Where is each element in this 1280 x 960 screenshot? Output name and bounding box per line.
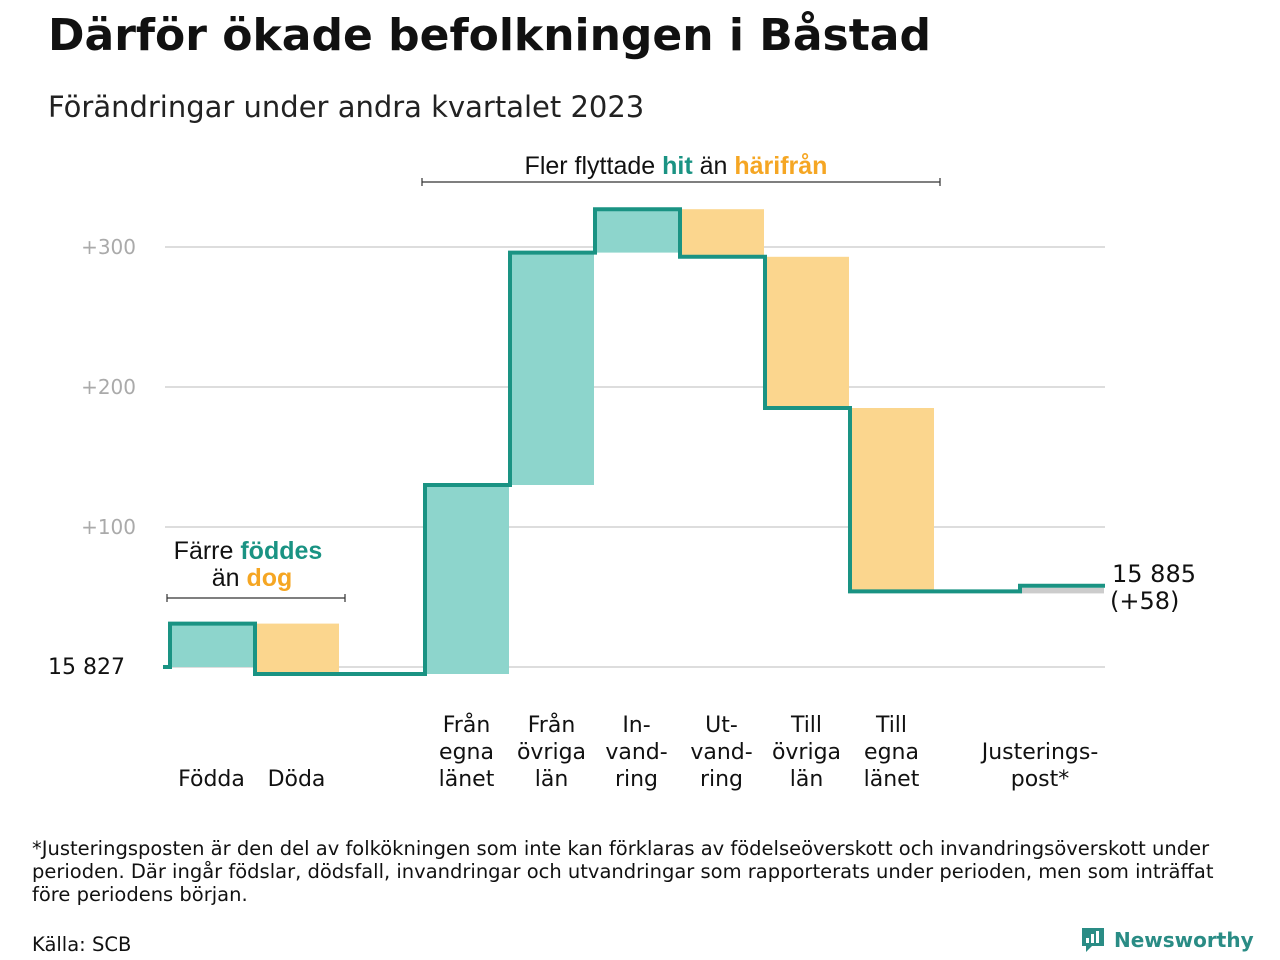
brand-name: Newsworthy [1114,928,1254,952]
y-tick-label: +200 [81,375,136,399]
category-label: Ut- [705,713,738,738]
annotation-migration-bracket [421,178,941,186]
category-label: Från [443,712,491,738]
category-label: Till [875,713,907,738]
category-label: egna [439,740,494,765]
category-label: övriga [772,740,841,765]
end-change-label: (+58) [1110,587,1179,615]
category-label: länet [439,767,495,792]
waterfall-bar [510,252,594,485]
chart-title: Därför ökade befolkningen i Båstad [48,10,931,61]
category-label: egna [864,740,919,765]
source-note: Källa: SCB [32,933,132,956]
category-label: län [790,767,824,792]
brand-logo: Newsworthy [1080,926,1254,954]
category-label: vand- [605,740,667,765]
category-label: övriga [517,740,586,765]
category-label: Till [790,713,822,738]
category-label: Döda [268,767,326,792]
waterfall-bar [255,623,339,674]
category-label: ring [615,767,658,792]
annotation-births-line2: än dog [212,564,293,592]
waterfall-bar [765,256,849,408]
waterfall-bar [595,209,679,253]
chart-subtitle: Förändringar under andra kvartalet 2023 [48,90,645,124]
cumulative-line [163,207,1105,676]
annotation-migration: Fler flyttade hit än härifrån [525,152,828,180]
waterfall-chart: +100 +200 +300 15 827 15 885(+58) Födda Döda Fr… [48,152,1196,792]
newsworthy-logo-icon [1082,928,1104,952]
waterfall-bar [170,623,254,667]
annotation-births-line1: Färre föddes [174,537,323,565]
category-label: In- [622,713,650,738]
category-label: ring [700,767,743,792]
end-value-label: 15 885 [1112,560,1196,588]
category-label: vand- [690,740,752,765]
waterfall-bar [680,209,764,257]
y-tick-label: +100 [81,515,136,539]
category-label: län [535,767,569,792]
start-value-label: 15 827 [48,655,125,680]
category-label: Födda [178,767,245,792]
category-label: länet [864,767,920,792]
annotation-births-bracket [166,594,346,602]
category-label: Från [528,712,576,738]
waterfall-bar [1020,587,1104,594]
category-label: post* [1011,767,1070,792]
waterfall-bar [850,408,934,592]
y-tick-label: +300 [81,235,136,259]
category-label: Justerings- [980,740,1099,765]
footnote: *Justeringsposten är den del av folkökni… [32,837,1214,906]
waterfall-bar [425,485,509,674]
